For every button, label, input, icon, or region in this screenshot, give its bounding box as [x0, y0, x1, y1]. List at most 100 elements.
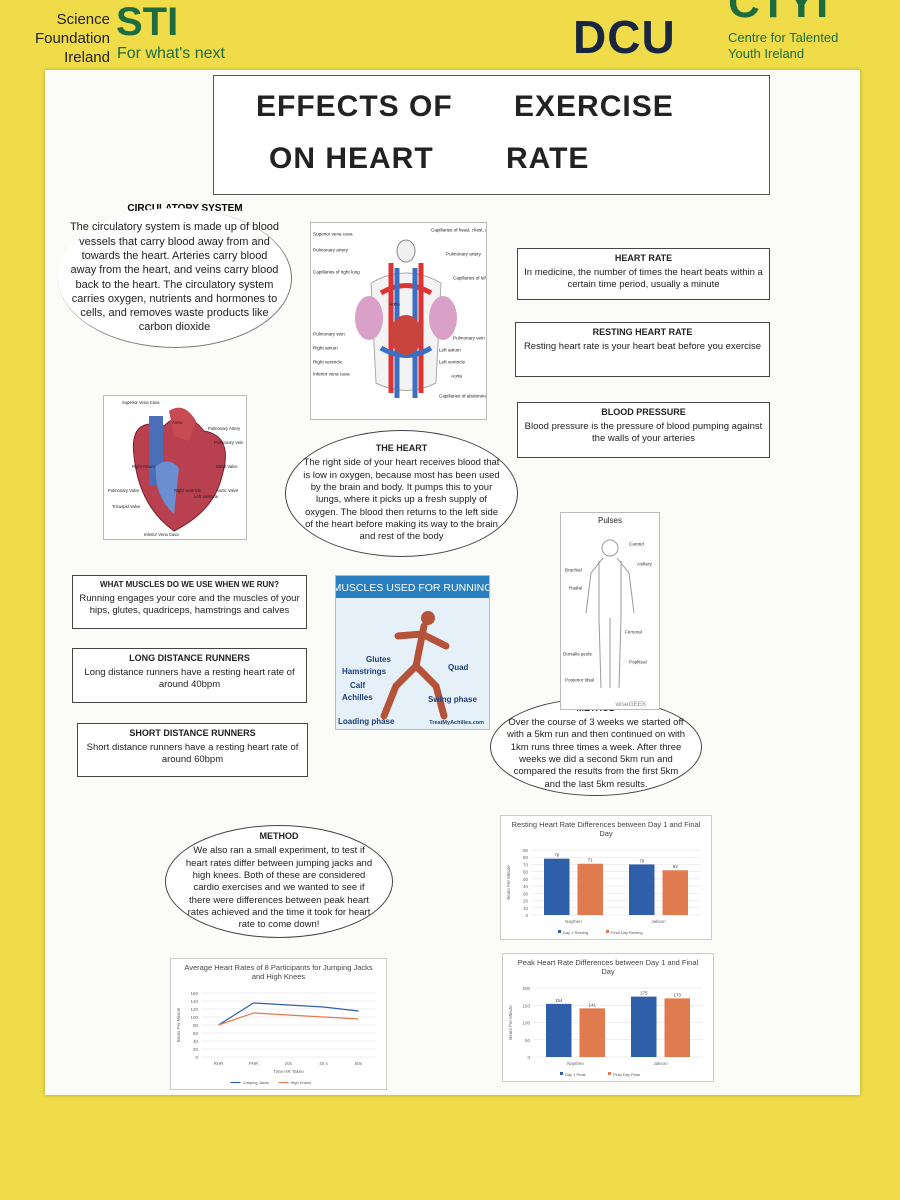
figure-label: Left ventricle: [439, 360, 465, 365]
legend-swatch: [558, 930, 561, 933]
sfi-line: Foundation: [34, 30, 110, 47]
sfi-line: Ireland: [64, 49, 110, 66]
ctyi-line: Youth Ireland: [728, 46, 805, 61]
method-running-box: METHOD Over the course of 3 weeks we sta…: [490, 698, 702, 796]
section-text: In medicine, the number of times the hea…: [524, 267, 763, 291]
lung: [355, 296, 383, 340]
figure-label: Mitral Valve: [216, 464, 238, 469]
ctyi-name: Centre for Talented Youth Ireland: [728, 30, 838, 62]
y-tick-label: 0: [527, 1055, 530, 1060]
figure-label: Tricuspid Valve: [112, 504, 141, 509]
x-tick-label: Jakson: [653, 1061, 668, 1066]
section-text: Over the course of 3 weeks we started of…: [507, 716, 685, 790]
figure-label: Glutes: [366, 655, 391, 664]
legend-swatch: [606, 930, 609, 933]
section-text: We also ran a small experiment, to test …: [185, 845, 373, 931]
figure-label: Superior Vena Cava: [122, 400, 160, 405]
legend-swatch: [560, 1072, 563, 1075]
chart-resting: Resting Heart Rate Differences between D…: [500, 815, 712, 940]
figure-head: [601, 539, 619, 557]
y-tick-label: 60: [523, 870, 529, 875]
x-tick-label: Jakson: [651, 919, 666, 924]
value-label: 170: [673, 992, 681, 997]
value-label: 71: [588, 858, 594, 863]
sfi-line: Science: [56, 11, 110, 28]
y-tick-label: 150: [522, 1003, 530, 1008]
figure-label: Pulmonary artery: [313, 248, 349, 253]
y-axis-label: Beats Per Minute: [506, 865, 511, 900]
figure-label: Inferior vena cava: [313, 372, 350, 377]
y-tick-label: 50: [525, 1038, 531, 1043]
bar: [577, 863, 603, 915]
muscles-background: [336, 598, 489, 729]
bar: [546, 1003, 572, 1057]
y-tick-label: 30: [523, 891, 529, 896]
figure-label: Right atrium: [313, 346, 338, 351]
title-box: EFFECTS OF EXERCISE ON HEART RATE: [213, 75, 770, 195]
heart-rate-box: HEART RATE In medicine, the number of ti…: [517, 248, 770, 300]
figure-label: Left atrium: [439, 348, 461, 353]
y-tick-label: 90: [523, 848, 529, 853]
figure-label: Calf: [350, 681, 365, 690]
y-tick-label: 20: [193, 1047, 199, 1052]
y-tick-label: 50: [523, 877, 529, 882]
line-series: [218, 1002, 359, 1026]
figure-label: Capillaries of left lung: [453, 276, 487, 281]
section-text: Blood pressure is the pressure of blood …: [524, 421, 763, 445]
figure-label: Radial: [569, 586, 582, 591]
figure-label: Capillaries of abdominal region and legs: [439, 394, 487, 399]
x-axis-label: Time HR Taken: [273, 1069, 304, 1074]
section-heading: BLOOD PRESSURE: [601, 407, 686, 417]
section-heading: RESTING HEART RATE: [592, 327, 693, 337]
x-tick-label: Naythen: [567, 1061, 584, 1066]
section-heading: LONG DISTANCE RUNNERS: [129, 653, 250, 663]
chart-plot: 0 50 100 150 200 Beats Per Minute Naythen Jakso…: [508, 986, 703, 1077]
bar: [631, 996, 657, 1057]
y-axis-label: Beats Per Minute: [508, 1005, 513, 1040]
chart-average: Average Heart Rates of 8 Participants fo…: [170, 958, 387, 1090]
figure-label: Aortic Valve: [216, 488, 239, 493]
ctyi-logo: CTYI: [728, 0, 829, 27]
y-tick-label: 60: [193, 1031, 199, 1036]
chart-title: Peak Heart Rate Differences between Day …: [517, 958, 699, 976]
figure-label: Loading phase: [338, 717, 395, 726]
bar: [662, 870, 688, 915]
chart-peak: Peak Heart Rate Differences between Day …: [502, 953, 714, 1082]
aorta: [169, 407, 196, 441]
figure-label: Right ventricle: [313, 360, 343, 365]
y-tick-label: 40: [523, 884, 529, 889]
figure-label: Aorta: [172, 420, 183, 425]
resting-heart-rate-box: RESTING HEART RATE Resting heart rate is…: [515, 322, 770, 377]
section-heading: THE HEART: [375, 443, 428, 454]
muscles-banner: [336, 576, 489, 598]
y-tick-label: 120: [190, 1007, 198, 1012]
y-tick-label: 200: [522, 986, 530, 991]
bar: [629, 864, 655, 915]
x-tick-label: 60s: [355, 1061, 363, 1066]
section-heading: METHOD: [259, 831, 299, 842]
figure-label: Quad: [448, 663, 469, 672]
sfi-name: Science Foundation Ireland: [20, 10, 110, 67]
figure-label: Pulmonary Artery: [208, 426, 241, 431]
y-tick-label: 160: [190, 991, 198, 996]
y-tick-label: 10: [523, 906, 529, 911]
value-label: 62: [673, 864, 679, 869]
legend-label: High Knees: [291, 1080, 312, 1085]
y-tick-label: 0: [195, 1055, 198, 1060]
figure-label: Aorta: [389, 302, 400, 307]
figure-label: Capillaries of head, chest, and arms: [431, 228, 487, 233]
legend-swatch: [608, 1072, 611, 1075]
figure-label: Femoral: [625, 630, 642, 635]
x-tick-label: RHR: [214, 1061, 224, 1066]
section-text: The right side of your heart receives bl…: [303, 457, 500, 543]
bar: [579, 1008, 605, 1057]
figure-outline: [585, 557, 635, 689]
y-tick-label: 20: [523, 899, 529, 904]
figure-label: Swing phase: [428, 695, 477, 704]
figure-title: Pulses: [598, 516, 622, 525]
chart-title: Average Heart Rates of 8 Participants fo…: [184, 963, 373, 981]
dcu-logo: DCU: [573, 11, 676, 63]
sfi-logo: STI: [116, 0, 179, 44]
arteries: [379, 263, 433, 393]
